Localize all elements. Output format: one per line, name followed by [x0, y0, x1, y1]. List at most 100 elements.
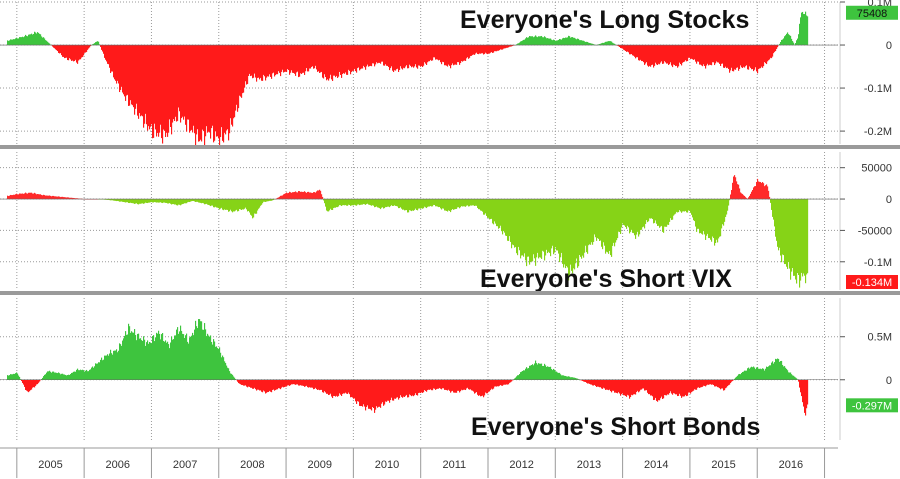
bar — [799, 199, 801, 288]
bar — [588, 199, 590, 246]
bar — [476, 199, 478, 206]
bar — [441, 45, 443, 65]
bar — [453, 45, 455, 66]
bar — [752, 190, 754, 200]
bar — [430, 45, 432, 60]
bar — [238, 45, 240, 109]
bar — [479, 45, 481, 54]
bar — [685, 379, 687, 395]
bar — [557, 372, 559, 380]
bar — [357, 379, 359, 402]
bar — [516, 376, 518, 380]
bar — [740, 374, 742, 380]
bar — [201, 45, 203, 142]
bar — [695, 379, 697, 390]
bar — [775, 45, 777, 51]
bar — [171, 45, 173, 135]
bar — [407, 379, 409, 398]
bar — [25, 379, 27, 390]
bar — [701, 379, 703, 388]
bar — [192, 199, 194, 201]
bar — [230, 45, 232, 119]
bar — [175, 45, 177, 117]
bar — [190, 336, 192, 380]
bar — [728, 45, 730, 70]
bar — [724, 45, 726, 68]
bar — [210, 199, 212, 207]
bar — [703, 45, 705, 65]
bar — [316, 379, 318, 390]
bar — [169, 348, 171, 380]
bar — [617, 199, 619, 239]
bar — [393, 379, 395, 401]
bar — [607, 199, 609, 253]
bar — [128, 199, 130, 203]
bar — [489, 379, 491, 392]
bar — [107, 199, 109, 200]
bar — [491, 199, 493, 219]
bar — [345, 45, 347, 73]
bar — [160, 339, 162, 380]
bar — [132, 45, 134, 106]
bar — [576, 378, 578, 380]
bar — [528, 37, 530, 46]
bar — [646, 45, 648, 63]
bar — [67, 197, 69, 200]
panel-separator — [0, 291, 900, 295]
bar — [522, 199, 524, 256]
bar — [542, 37, 544, 46]
bar — [406, 45, 408, 66]
bar — [464, 199, 466, 207]
bar — [450, 199, 452, 213]
bar — [48, 42, 50, 46]
bar — [383, 199, 385, 209]
bar — [683, 379, 685, 397]
bar — [129, 199, 131, 204]
bar — [186, 45, 188, 132]
bar — [491, 45, 493, 53]
bar — [331, 45, 333, 80]
bar — [634, 379, 636, 395]
bar — [484, 379, 486, 396]
bar — [613, 43, 615, 46]
bar — [449, 199, 451, 211]
bar — [735, 377, 737, 380]
bar — [572, 377, 574, 380]
y-tick-label: -50000 — [858, 225, 892, 237]
bar — [428, 199, 430, 207]
bar — [368, 379, 370, 409]
bar — [714, 199, 716, 246]
bar — [763, 368, 765, 380]
bar — [37, 32, 39, 46]
bar — [654, 45, 656, 66]
bar — [438, 199, 440, 208]
bar — [98, 41, 100, 46]
bar — [393, 199, 395, 206]
bar — [49, 195, 51, 200]
bar — [484, 45, 486, 54]
bar — [719, 199, 721, 237]
bar — [687, 45, 689, 61]
bar — [300, 191, 302, 200]
bar — [571, 37, 573, 46]
bar — [586, 41, 588, 46]
bar — [581, 40, 583, 46]
bar — [495, 379, 497, 387]
bar — [531, 199, 533, 262]
bar — [665, 45, 667, 63]
bar — [30, 34, 32, 46]
bar — [667, 379, 669, 395]
bar — [430, 199, 432, 206]
bar — [312, 379, 314, 388]
bar — [462, 199, 464, 207]
bar — [312, 45, 314, 67]
bar — [577, 38, 579, 46]
bar — [404, 199, 406, 211]
bar — [147, 45, 149, 131]
bar — [628, 45, 630, 53]
bar — [163, 199, 165, 203]
bar — [620, 45, 622, 48]
bar — [280, 45, 282, 77]
bar — [343, 379, 345, 394]
bar — [640, 45, 642, 60]
